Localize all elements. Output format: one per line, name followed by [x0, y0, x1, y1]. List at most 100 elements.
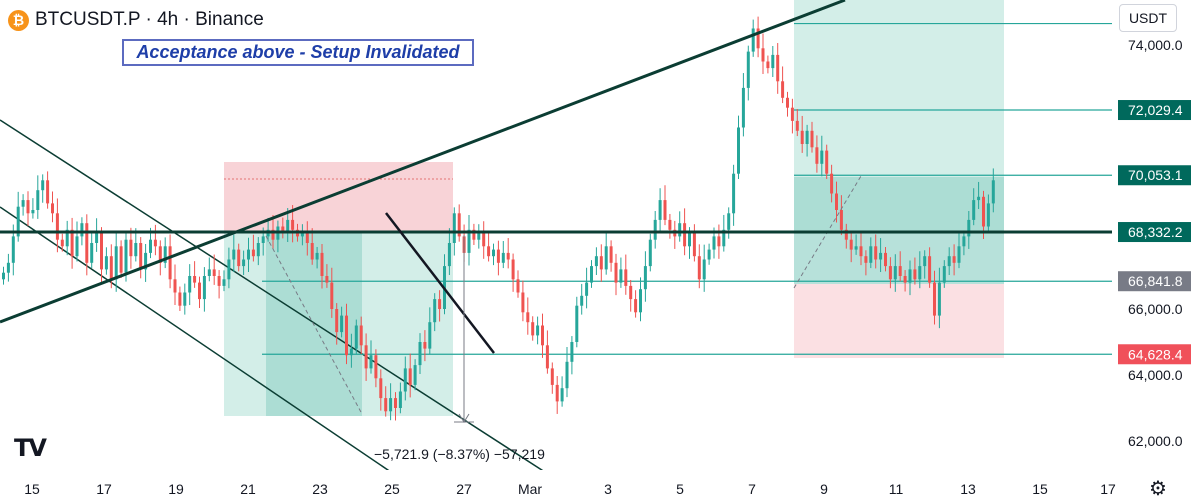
candle	[790, 98, 794, 134]
candle	[991, 168, 995, 213]
candle	[531, 316, 535, 341]
candle	[643, 251, 647, 302]
price-label-mid[interactable]: 66,841.8	[1118, 271, 1191, 292]
candle	[668, 213, 672, 239]
candle	[496, 240, 500, 276]
candle	[717, 224, 721, 259]
candle	[575, 296, 579, 348]
candle	[232, 234, 236, 273]
candle	[781, 66, 785, 104]
svg-text:72,029.4: 72,029.4	[1128, 102, 1183, 118]
candle	[202, 267, 206, 312]
projection-line-left	[265, 235, 363, 415]
candle	[879, 238, 883, 273]
tradingview-logo[interactable]: TV	[14, 434, 47, 462]
candle	[977, 181, 981, 210]
candle	[384, 386, 388, 417]
candle	[761, 33, 765, 75]
svg-text:68,332.2: 68,332.2	[1128, 224, 1183, 240]
falling-line[interactable]	[385, 212, 495, 354]
channel-upper-line[interactable]	[0, 119, 565, 485]
candle	[570, 336, 574, 375]
candle	[325, 264, 329, 288]
candle	[835, 181, 838, 223]
candle	[800, 115, 804, 153]
candle	[398, 382, 402, 414]
candle	[947, 247, 951, 276]
annotation-note[interactable]: Acceptance above - Setup Invalidated	[122, 39, 474, 66]
x-tick-label: 23	[312, 481, 328, 496]
candle	[281, 217, 285, 239]
price-label-tp[interactable]: 68,332.2	[1118, 222, 1191, 243]
candle	[207, 257, 211, 282]
candle	[389, 383, 393, 421]
candle	[242, 250, 246, 276]
x-tick-label: 11	[889, 481, 904, 496]
candle	[418, 333, 422, 375]
candle	[104, 247, 108, 275]
price-label-tp[interactable]: 72,029.4	[1118, 100, 1191, 121]
candle	[986, 194, 990, 232]
candle	[555, 375, 559, 414]
candle	[526, 297, 530, 335]
channel-lower-line[interactable]	[0, 206, 410, 485]
candle	[898, 251, 902, 282]
candle	[51, 191, 54, 223]
svg-text:66,841.8: 66,841.8	[1128, 273, 1183, 289]
candle	[604, 231, 608, 275]
candle	[36, 175, 40, 219]
candle	[869, 237, 873, 269]
candle	[315, 246, 319, 269]
candle	[967, 210, 971, 249]
candle	[609, 240, 613, 272]
candle	[85, 214, 89, 276]
candle	[697, 244, 701, 289]
x-tick-label: 13	[960, 481, 976, 496]
candle	[330, 267, 334, 318]
candle	[65, 220, 69, 256]
price-label-sl[interactable]: 64,628.4	[1118, 344, 1191, 365]
measure-arrow-icon	[458, 413, 470, 423]
candle	[766, 55, 770, 74]
price-label-tp[interactable]: 70,053.1	[1118, 165, 1191, 186]
gear-icon[interactable]: ⚙	[1149, 478, 1167, 500]
candle	[227, 247, 231, 289]
candle	[629, 279, 633, 312]
candle	[692, 224, 696, 262]
candle	[173, 264, 177, 306]
candle	[776, 43, 780, 94]
candle	[839, 195, 843, 236]
candle	[903, 270, 907, 292]
x-tick-label: 25	[384, 481, 400, 496]
rising-trendline[interactable]	[0, 0, 846, 324]
currency-button[interactable]: USDT	[1119, 4, 1177, 32]
x-tick-label: 27	[456, 481, 472, 496]
candle	[918, 251, 922, 289]
candle	[830, 164, 834, 203]
y-tick-label: 74,000.0	[1128, 37, 1183, 53]
candle	[467, 214, 471, 266]
candle	[795, 109, 799, 137]
candle	[359, 316, 363, 355]
candle	[952, 244, 956, 276]
candle	[394, 392, 397, 421]
candle	[565, 346, 569, 398]
candle	[163, 237, 167, 269]
candle	[928, 247, 932, 288]
candle	[737, 115, 740, 179]
x-tick-label: 15	[1032, 481, 1048, 496]
candle	[594, 247, 598, 276]
candle	[599, 244, 603, 282]
candle	[580, 283, 584, 315]
y-tick-label: 66,000.0	[1128, 301, 1183, 317]
candle	[874, 234, 878, 269]
candle	[212, 254, 216, 285]
candle	[786, 91, 789, 117]
candle	[751, 19, 755, 57]
candle	[962, 230, 966, 256]
x-tick-label: 15	[24, 481, 40, 496]
candle	[129, 227, 133, 269]
candle	[545, 330, 549, 374]
symbol-header[interactable]: ₿ BTCUSDT.P · 4h · Binance	[8, 8, 264, 32]
